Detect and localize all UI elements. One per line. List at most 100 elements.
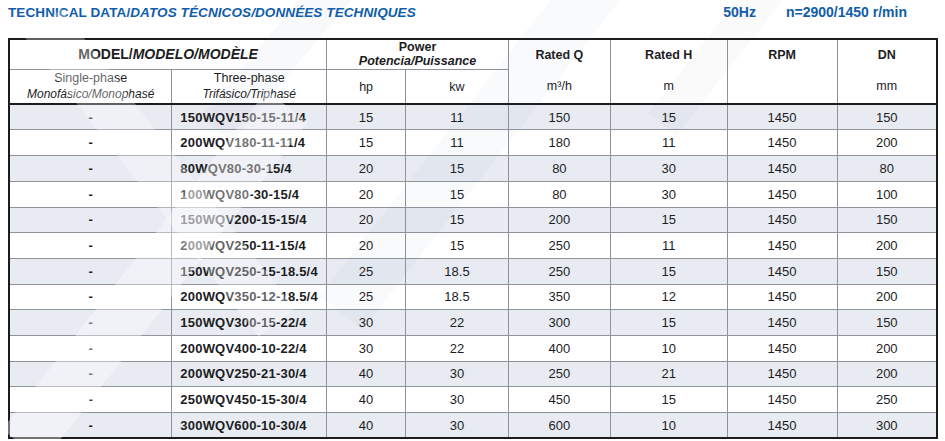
rated-q-label: Rated Q bbox=[509, 40, 610, 69]
kw-cell: 11 bbox=[406, 104, 509, 130]
kw-cell: 18.5 bbox=[406, 258, 509, 284]
dn-cell: 100 bbox=[837, 181, 937, 207]
page-title-en: TECHNICAL DATA/ bbox=[8, 5, 130, 20]
kw-cell: 15 bbox=[406, 181, 509, 207]
three-phase-cell: 200WQV250-21-30/4 bbox=[172, 361, 327, 387]
rated-q-cell: 200 bbox=[508, 207, 610, 233]
dn-cell: 150 bbox=[837, 310, 937, 336]
kw-cell: 30 bbox=[406, 361, 509, 387]
header-group-row: MODEL/MODELO/MODÈLE Power Potencia/Puiss… bbox=[9, 39, 937, 69]
rated-q-cell: 300 bbox=[508, 310, 610, 336]
rated-h-cell: 15 bbox=[610, 104, 727, 130]
three-phase-translations: Trifásico/Triphasé bbox=[172, 87, 326, 102]
rated-h-cell: 30 bbox=[610, 181, 727, 207]
single-phase-cell: - bbox=[9, 310, 172, 336]
dn-cell: 200 bbox=[837, 130, 937, 156]
three-phase-cell: 250WQV450-15-30/4 bbox=[172, 387, 327, 413]
rated-h-cell: 15 bbox=[610, 258, 727, 284]
table-row: -200WQV250-21-30/44030250211450200 bbox=[9, 361, 937, 387]
table-row: -80WQV80-30-15/420158030145080 bbox=[9, 156, 937, 182]
col-header-rated-q: Rated Q m³/h bbox=[508, 39, 610, 104]
rated-h-cell: 12 bbox=[610, 284, 727, 310]
kw-cell: 30 bbox=[406, 387, 509, 413]
hp-cell: 40 bbox=[327, 361, 406, 387]
table-row: -200WQV400-10-22/43022400101450200 bbox=[9, 335, 937, 361]
table-row: -150WQV150-15-11/41511150151450150 bbox=[9, 104, 937, 130]
hp-cell: 40 bbox=[327, 413, 406, 439]
page-title: TECHNICAL DATA/DATOS TÉCNICOS/DONNÉES TE… bbox=[8, 5, 416, 20]
dn-cell: 200 bbox=[837, 233, 937, 259]
table-row: -150WQV200-15-15/42015200151450150 bbox=[9, 207, 937, 233]
col-header-rpm: RPM bbox=[727, 39, 837, 104]
rated-h-cell: 11 bbox=[610, 130, 727, 156]
rpm-cell: 1450 bbox=[727, 181, 837, 207]
hp-cell: 15 bbox=[327, 104, 406, 130]
single-phase-cell: - bbox=[9, 130, 172, 156]
three-phase-cell: 200WQV350-12-18.5/4 bbox=[172, 284, 327, 310]
hp-cell: 30 bbox=[327, 310, 406, 336]
single-phase-cell: - bbox=[9, 335, 172, 361]
rated-q-cell: 250 bbox=[508, 361, 610, 387]
dn-cell: 200 bbox=[837, 361, 937, 387]
hp-cell: 40 bbox=[327, 387, 406, 413]
kw-cell: 22 bbox=[406, 310, 509, 336]
col-header-three-phase: Three-phase Trifásico/Triphasé bbox=[172, 69, 327, 104]
rated-h-cell: 15 bbox=[610, 387, 727, 413]
single-phase-label: Single-phase bbox=[10, 71, 171, 87]
three-phase-cell: 150WQV150-15-11/4 bbox=[172, 104, 327, 130]
single-phase-cell: - bbox=[9, 413, 172, 439]
rpm-unit bbox=[728, 69, 837, 103]
col-header-dn: DN mm bbox=[837, 39, 937, 104]
spec-labels: 50Hz n=2900/1450 r/min bbox=[723, 4, 907, 20]
dn-cell: 250 bbox=[837, 387, 937, 413]
model-group-label-en: MODEL/ bbox=[78, 46, 132, 62]
single-phase-cell: - bbox=[9, 156, 172, 182]
dn-cell: 200 bbox=[837, 335, 937, 361]
three-phase-cell: 200WQV250-11-15/4 bbox=[172, 233, 327, 259]
technical-data-table: MODEL/MODELO/MODÈLE Power Potencia/Puiss… bbox=[8, 38, 938, 439]
three-phase-cell: 150WQV300-15-22/4 bbox=[172, 310, 327, 336]
three-phase-cell: 150WQV250-15-18.5/4 bbox=[172, 258, 327, 284]
page-title-translations: DATOS TÉCNICOS/DONNÉES TECHNIQUES bbox=[130, 5, 416, 20]
dn-unit: mm bbox=[838, 69, 936, 103]
dn-cell: 150 bbox=[837, 207, 937, 233]
single-phase-cell: - bbox=[9, 361, 172, 387]
datasheet-page: TECHNICAL DATA/DATOS TÉCNICOS/DONNÉES TE… bbox=[0, 0, 945, 441]
rpm-cell: 1450 bbox=[727, 233, 837, 259]
col-header-single-phase: Single-phase Monofásico/Monophasé bbox=[9, 69, 172, 104]
hp-cell: 30 bbox=[327, 335, 406, 361]
hp-cell: 25 bbox=[327, 258, 406, 284]
three-phase-cell: 200WQV180-11-11/4 bbox=[172, 130, 327, 156]
three-phase-cell: 80WQV80-30-15/4 bbox=[172, 156, 327, 182]
single-phase-translations: Monofásico/Monophasé bbox=[10, 87, 171, 102]
single-phase-cell: - bbox=[9, 233, 172, 259]
single-phase-cell: - bbox=[9, 207, 172, 233]
three-phase-cell: 200WQV400-10-22/4 bbox=[172, 335, 327, 361]
three-phase-cell: 100WQV80-30-15/4 bbox=[172, 181, 327, 207]
kw-cell: 18.5 bbox=[406, 284, 509, 310]
single-phase-cell: - bbox=[9, 258, 172, 284]
rpm-cell: 1450 bbox=[727, 361, 837, 387]
rpm-cell: 1450 bbox=[727, 258, 837, 284]
rpm-cell: 1450 bbox=[727, 130, 837, 156]
rated-q-cell: 80 bbox=[508, 181, 610, 207]
rpm-cell: 1450 bbox=[727, 104, 837, 130]
dn-cell: 150 bbox=[837, 258, 937, 284]
three-phase-label: Three-phase bbox=[172, 71, 326, 87]
three-phase-cell: 150WQV200-15-15/4 bbox=[172, 207, 327, 233]
rated-q-unit: m³/h bbox=[509, 69, 610, 103]
col-header-rated-h: Rated H m bbox=[610, 39, 727, 104]
rpm-cell: 1450 bbox=[727, 284, 837, 310]
rated-q-cell: 250 bbox=[508, 258, 610, 284]
table-body: -150WQV150-15-11/41511150151450150-200WQ… bbox=[9, 104, 937, 438]
hp-cell: 20 bbox=[327, 156, 406, 182]
model-group-header: MODEL/MODELO/MODÈLE bbox=[9, 39, 327, 69]
frequency-label: 50Hz bbox=[723, 4, 756, 20]
power-group-label-en: Power bbox=[327, 40, 508, 54]
single-phase-cell: - bbox=[9, 387, 172, 413]
rpm-cell: 1450 bbox=[727, 207, 837, 233]
table-row: -150WQV250-15-18.5/42518.5250151450150 bbox=[9, 258, 937, 284]
table-row: -200WQV250-11-15/42015250111450200 bbox=[9, 233, 937, 259]
rpm-cell: 1450 bbox=[727, 413, 837, 439]
three-phase-cell: 300WQV600-10-30/4 bbox=[172, 413, 327, 439]
